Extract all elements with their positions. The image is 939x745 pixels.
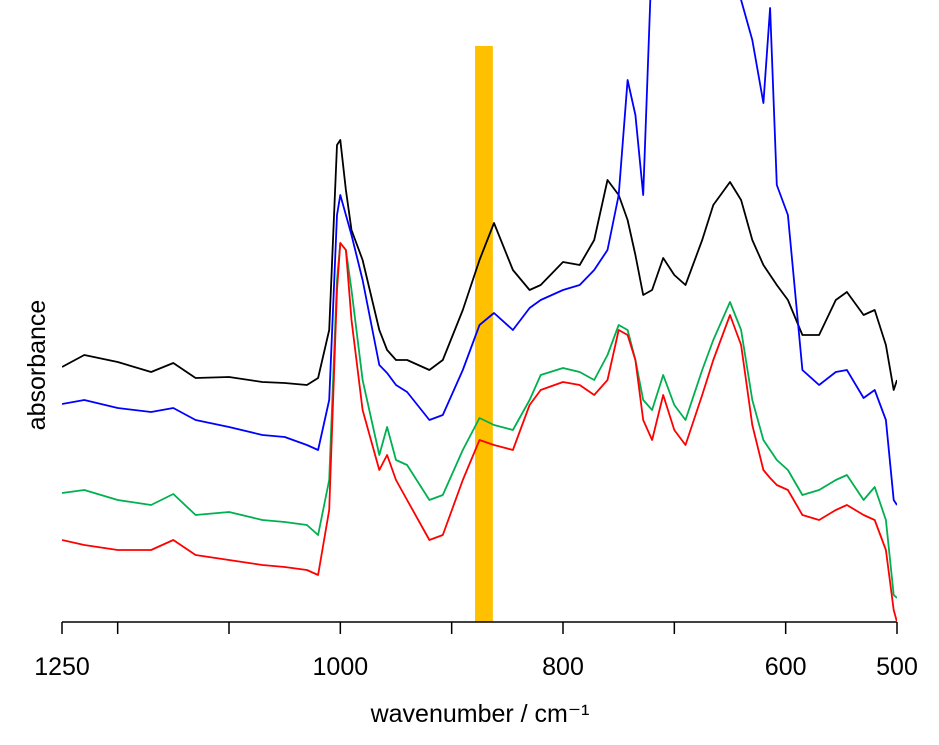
x-axis-label: wavenumber / cm⁻¹ [370, 700, 590, 728]
highlight-band [475, 46, 493, 622]
x-tick-label: 800 [542, 653, 584, 681]
x-tick-label: 600 [765, 653, 807, 681]
x-tick-label: 1250 [34, 653, 90, 681]
spectrum-line [62, 0, 897, 506]
y-axis-label: absorbance [23, 300, 51, 431]
x-tick-label: 500 [876, 653, 918, 681]
spectrum-line [62, 242, 897, 599]
spectrum-line [62, 242, 897, 622]
spectrum-line [62, 139, 897, 391]
x-tick-label: 1000 [313, 653, 369, 681]
